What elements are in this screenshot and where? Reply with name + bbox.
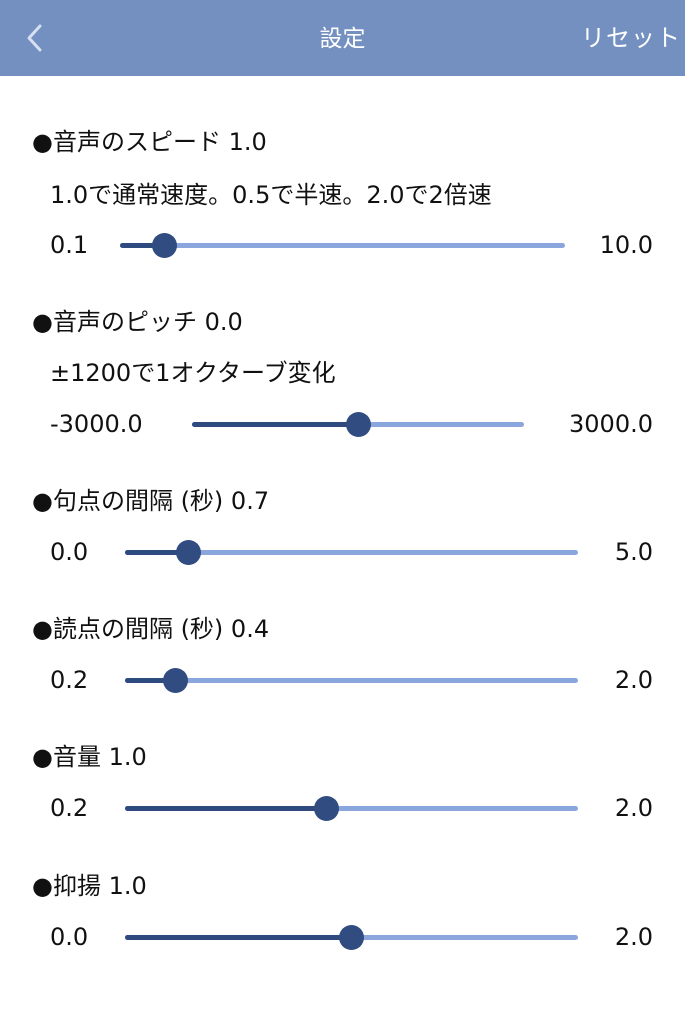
setting-heading: ●音声のスピード 1.0 xyxy=(32,128,267,156)
chevron-left-icon xyxy=(27,24,42,52)
setting-description: ±1200で1オクターブ変化 xyxy=(50,359,336,387)
slider-fill xyxy=(125,550,189,555)
reset-button[interactable]: リセット xyxy=(581,24,681,52)
setting-description: 1.0で通常速度。0.5で半速。2.0で2倍速 xyxy=(50,181,492,209)
slider-track xyxy=(120,243,565,248)
comma-interval-slider[interactable] xyxy=(125,663,578,697)
slider-thumb[interactable] xyxy=(152,233,177,258)
intonation-slider[interactable] xyxy=(125,920,578,954)
speed-slider[interactable] xyxy=(120,228,565,262)
slider-max-label: 5.0 xyxy=(614,538,653,566)
setting-heading: ●音声のピッチ 0.0 xyxy=(32,308,243,336)
slider-fill xyxy=(125,678,176,683)
slider-track xyxy=(125,806,578,811)
pitch-slider[interactable] xyxy=(192,407,524,441)
slider-thumb[interactable] xyxy=(345,412,371,437)
slider-thumb[interactable] xyxy=(339,925,364,950)
slider-track xyxy=(125,550,578,555)
setting-heading: ●句点の間隔 (秒) 0.7 xyxy=(32,487,270,515)
slider-fill xyxy=(125,806,327,811)
slider-fill xyxy=(120,243,165,248)
slider-min-label: 0.0 xyxy=(50,923,89,951)
slider-max-label: 10.0 xyxy=(599,231,653,259)
page-title: 設定 xyxy=(319,26,366,52)
setting-heading: ●読点の間隔 (秒) 0.4 xyxy=(32,615,270,643)
volume-slider[interactable] xyxy=(125,791,578,825)
slider-thumb[interactable] xyxy=(162,668,188,693)
slider-max-label: 2.0 xyxy=(614,666,653,694)
slider-min-label: 0.2 xyxy=(50,794,89,822)
nav-bar: 設定 リセット xyxy=(0,0,685,76)
back-button[interactable] xyxy=(20,20,52,56)
slider-min-label: 0.2 xyxy=(50,666,89,694)
slider-min-label: 0.0 xyxy=(50,538,89,566)
period-interval-slider[interactable] xyxy=(125,535,578,569)
slider-min-label: 0.1 xyxy=(50,231,89,259)
slider-min-label: -3000.0 xyxy=(50,410,143,438)
setting-heading: ●抑揚 1.0 xyxy=(32,872,147,900)
slider-max-label: 2.0 xyxy=(614,923,653,951)
setting-heading: ●音量 1.0 xyxy=(32,743,147,771)
slider-thumb[interactable] xyxy=(175,540,201,565)
slider-fill xyxy=(192,422,358,427)
slider-max-label: 3000.0 xyxy=(569,410,653,438)
slider-fill xyxy=(125,935,352,940)
slider-max-label: 2.0 xyxy=(614,794,653,822)
slider-thumb[interactable] xyxy=(313,796,339,821)
slider-track xyxy=(125,678,578,683)
